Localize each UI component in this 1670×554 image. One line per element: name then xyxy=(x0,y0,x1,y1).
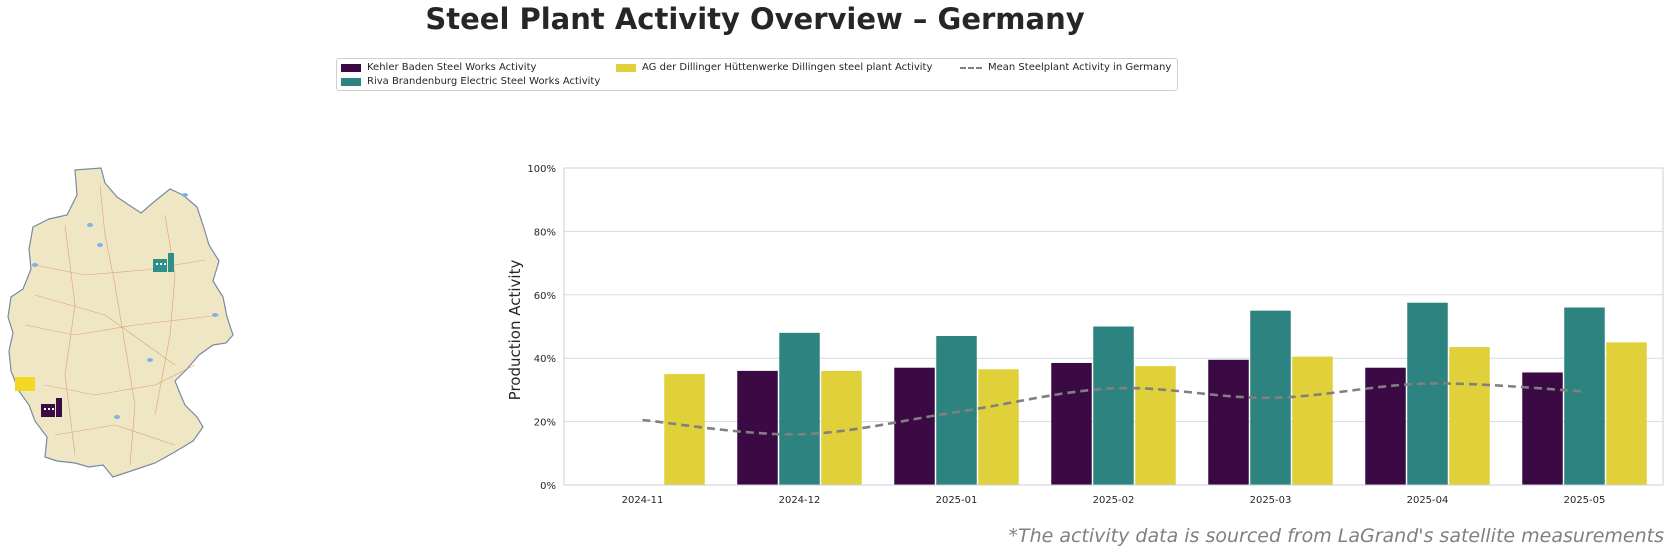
bar-riva-2025-05 xyxy=(1564,307,1605,485)
y-tick-label: 20% xyxy=(534,418,556,429)
axis-layer: 0% 20% 40% 60% 80% 100% 2024-11 2024-12 2025-01 2… xyxy=(527,164,1664,506)
mean-line-layer xyxy=(642,382,1585,436)
factory-icon xyxy=(41,404,55,417)
water-bodies xyxy=(32,193,218,419)
germany-outline xyxy=(7,167,234,478)
bar-dillinger-2025-05 xyxy=(1606,342,1647,485)
y-tick-label: 40% xyxy=(534,354,556,365)
legend-item-dillinger: AG der Dillinger Hüttenwerke Dillingen s… xyxy=(616,61,932,74)
x-tick-label: 2025-01 xyxy=(936,495,978,506)
x-tick-label: 2025-03 xyxy=(1250,495,1292,506)
legend-item-kehler: Kehler Baden Steel Works Activity xyxy=(341,61,536,74)
bar-riva-2025-03 xyxy=(1250,310,1291,485)
x-tick-label: 2025-05 xyxy=(1564,495,1606,506)
road-network xyxy=(24,184,221,466)
legend-label-mean: Mean Steelplant Activity in Germany xyxy=(988,62,1172,73)
bar-dillinger-2025-04 xyxy=(1449,347,1490,485)
bar-layer xyxy=(664,302,1647,485)
factory-icon xyxy=(15,377,35,391)
bar-riva-2025-02 xyxy=(1093,326,1134,485)
bar-dillinger-2024-11 xyxy=(664,374,705,485)
bar-dillinger-2025-01 xyxy=(978,369,1019,485)
legend-item-riva: Riva Brandenburg Electric Steel Works Ac… xyxy=(341,75,600,88)
map-marker-riva xyxy=(153,253,174,272)
y-tick-label: 100% xyxy=(527,164,556,175)
factory-icon xyxy=(153,259,167,272)
bar-kehler-2025-01 xyxy=(894,367,935,485)
bar-dillinger-2025-03 xyxy=(1292,356,1333,485)
legend-label-dillinger: AG der Dillinger Hüttenwerke Dillingen s… xyxy=(642,62,933,73)
germany-map xyxy=(7,167,234,478)
source-note: *The activity data is sourced from LaGra… xyxy=(1008,525,1664,547)
y-tick-label: 80% xyxy=(534,227,556,238)
bar-riva-2024-12 xyxy=(779,332,820,485)
bar-kehler-2024-12 xyxy=(737,370,778,485)
map-marker-kehler xyxy=(41,398,62,417)
legend: Kehler Baden Steel Works Activity Riva B… xyxy=(336,58,1178,91)
x-tick-label: 2025-02 xyxy=(1093,495,1135,506)
bar-riva-2025-04 xyxy=(1407,302,1448,485)
bar-dillinger-2025-02 xyxy=(1135,366,1176,485)
x-tick-label: 2025-04 xyxy=(1407,495,1449,506)
legend-swatch-dillinger xyxy=(616,63,636,72)
legend-label-riva: Riva Brandenburg Electric Steel Works Ac… xyxy=(367,76,601,87)
y-tick-label: 60% xyxy=(534,291,556,302)
legend-swatch-mean xyxy=(960,66,982,69)
x-tick-label: 2024-11 xyxy=(622,495,664,506)
y-axis-label: Production Activity xyxy=(506,260,524,401)
legend-label-kehler: Kehler Baden Steel Works Activity xyxy=(367,62,537,73)
mean-activity-line xyxy=(642,382,1585,436)
bar-kehler-2025-03 xyxy=(1208,359,1249,485)
legend-swatch-kehler xyxy=(341,63,361,72)
map-marker-dillinger xyxy=(15,377,35,391)
y-tick-label: 0% xyxy=(540,481,556,492)
x-tick-label: 2024-12 xyxy=(779,495,821,506)
legend-item-mean: Mean Steelplant Activity in Germany xyxy=(960,61,1171,74)
legend-swatch-riva xyxy=(341,77,361,86)
chart-title: Steel Plant Activity Overview – Germany xyxy=(425,2,1085,36)
plot-frame xyxy=(563,167,1664,486)
bar-kehler-2025-05 xyxy=(1522,372,1563,485)
bar-kehler-2025-02 xyxy=(1051,362,1092,485)
